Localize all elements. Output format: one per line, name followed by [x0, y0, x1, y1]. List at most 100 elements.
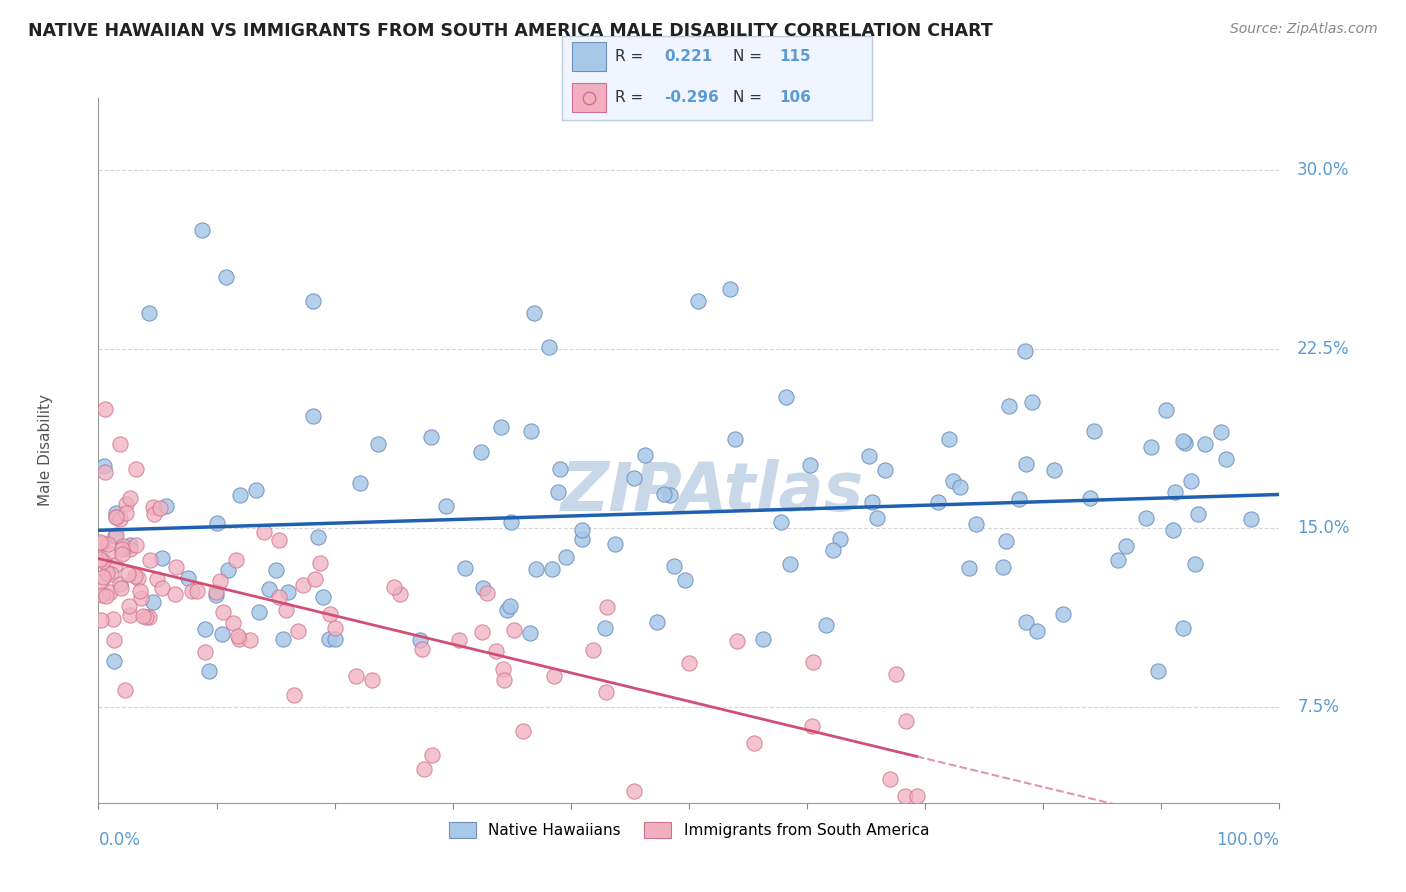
Point — [1043, 463, 1066, 477]
Point — [540, 562, 562, 576]
Point — [96, 566, 118, 581]
Legend: Native Hawaiians, Immigrants from South America: Native Hawaiians, Immigrants from South … — [443, 816, 935, 845]
Point — [1180, 475, 1202, 489]
Point — [93, 459, 115, 474]
Point — [875, 463, 897, 477]
Point — [454, 561, 477, 575]
Point — [779, 557, 801, 571]
Point — [105, 528, 128, 542]
Point — [117, 599, 139, 614]
Point — [673, 573, 696, 587]
Point — [177, 571, 200, 585]
Text: 15.0%: 15.0% — [1298, 519, 1350, 537]
Text: N =: N = — [733, 90, 762, 105]
Point — [582, 643, 605, 657]
Point — [247, 605, 270, 619]
Point — [125, 538, 148, 552]
Point — [89, 551, 111, 566]
Point — [105, 506, 128, 520]
Point — [125, 462, 148, 476]
Point — [905, 789, 928, 803]
Point — [264, 563, 287, 577]
Point — [664, 559, 686, 574]
Text: Male Disability: Male Disability — [38, 394, 53, 507]
Point — [470, 445, 492, 459]
Point — [860, 495, 883, 509]
Point — [120, 491, 142, 505]
Point — [523, 306, 546, 320]
Point — [96, 589, 118, 603]
Point — [129, 591, 152, 606]
Text: -0.296: -0.296 — [665, 90, 720, 105]
Point — [361, 673, 384, 687]
Text: 30.0%: 30.0% — [1298, 161, 1350, 178]
Point — [229, 488, 252, 502]
Point — [519, 424, 541, 438]
Point — [475, 586, 498, 600]
Point — [194, 645, 217, 659]
Point — [957, 561, 980, 575]
Text: 115: 115 — [779, 49, 810, 64]
Point — [155, 500, 177, 514]
Point — [1140, 440, 1163, 454]
Point — [725, 634, 748, 648]
Point — [1161, 523, 1184, 537]
Point — [214, 270, 236, 285]
Point — [302, 294, 325, 309]
Point — [420, 430, 443, 444]
Point — [142, 595, 165, 609]
Point — [645, 615, 668, 629]
Point — [118, 538, 141, 552]
Point — [942, 474, 965, 488]
Point — [191, 222, 214, 236]
Point — [595, 600, 617, 615]
Point — [803, 655, 825, 669]
Point — [949, 480, 972, 494]
Text: NATIVE HAWAIIAN VS IMMIGRANTS FROM SOUTH AMERICA MALE DISABILITY CORRELATION CHA: NATIVE HAWAIIAN VS IMMIGRANTS FROM SOUTH… — [28, 22, 993, 40]
Text: 0.221: 0.221 — [665, 49, 713, 64]
Text: ZIPAtlas: ZIPAtlas — [561, 459, 865, 525]
Point — [110, 512, 132, 526]
Point — [1115, 539, 1137, 553]
Point — [752, 632, 775, 646]
Point — [571, 533, 593, 547]
Point — [205, 584, 228, 599]
Point — [1008, 491, 1031, 506]
Point — [108, 437, 131, 451]
Point — [720, 282, 742, 296]
Point — [108, 577, 131, 591]
Point — [496, 603, 519, 617]
Text: Source: ZipAtlas.com: Source: ZipAtlas.com — [1230, 22, 1378, 37]
Point — [323, 622, 346, 636]
Point — [1146, 665, 1168, 679]
Point — [537, 340, 560, 354]
Point — [91, 570, 114, 584]
Point — [103, 654, 125, 668]
Point — [150, 551, 173, 566]
Point — [472, 582, 495, 596]
Point — [318, 632, 340, 647]
Point — [143, 507, 166, 521]
Point — [1194, 437, 1216, 451]
Point — [89, 535, 111, 549]
Point — [742, 736, 765, 750]
Point — [90, 574, 112, 589]
Point — [124, 569, 146, 583]
Point — [800, 719, 823, 733]
Point — [222, 616, 245, 631]
Point — [623, 471, 645, 485]
Point — [367, 437, 389, 451]
Point — [128, 584, 150, 599]
Point — [319, 607, 342, 622]
Point — [100, 567, 122, 582]
Text: R =: R = — [614, 49, 643, 64]
Text: 100.0%: 100.0% — [1216, 831, 1279, 849]
Point — [1052, 607, 1074, 621]
Point — [94, 401, 117, 416]
Point — [1025, 624, 1047, 639]
Point — [97, 537, 120, 551]
Point — [595, 685, 617, 699]
Point — [323, 632, 346, 646]
Point — [120, 541, 142, 556]
Point — [287, 624, 309, 639]
